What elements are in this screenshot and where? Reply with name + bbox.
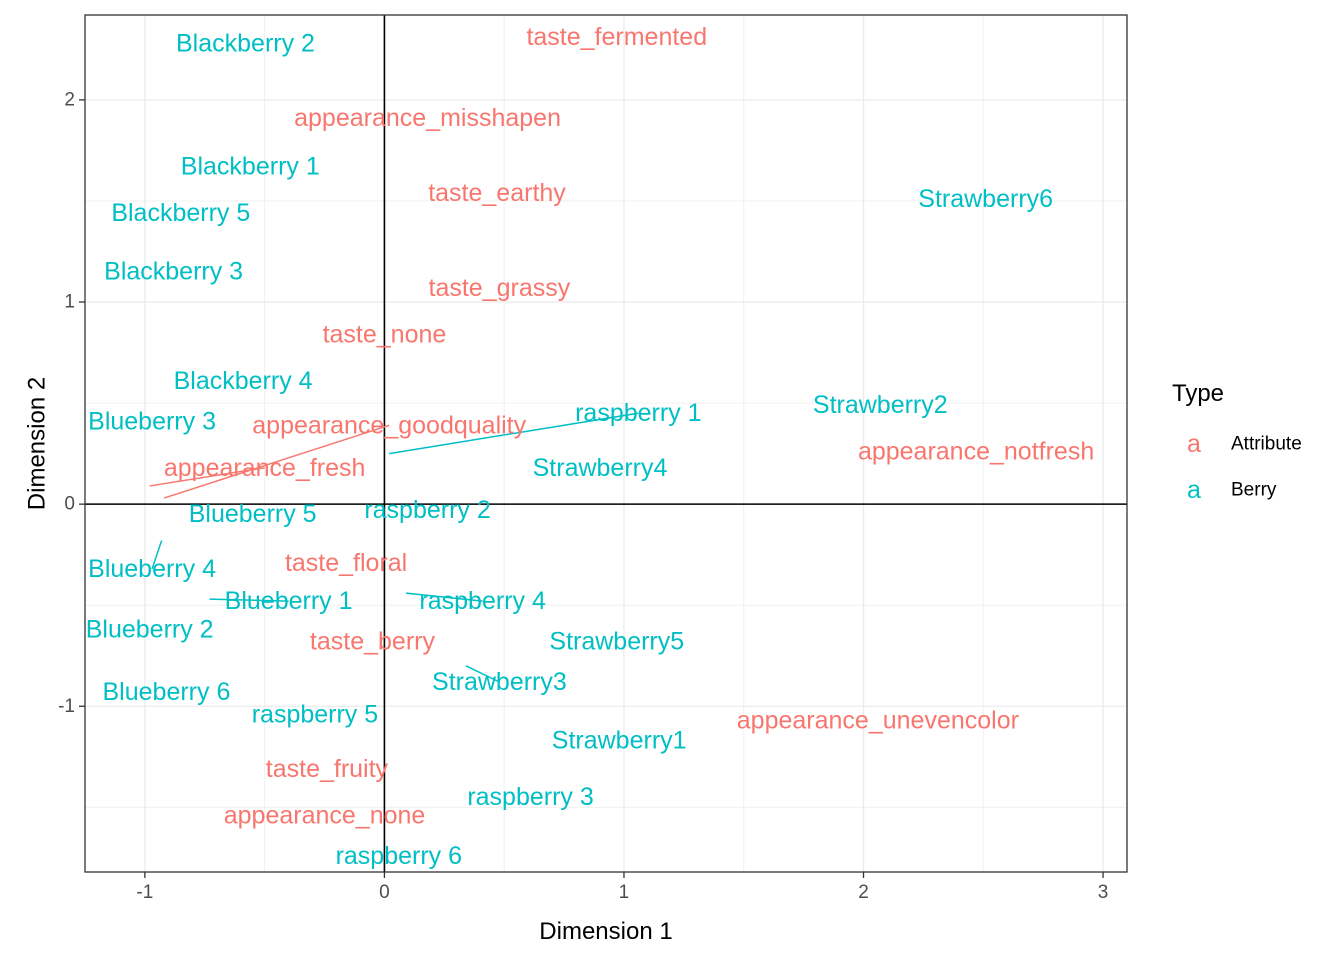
- point-label: Blackberry 3: [104, 258, 243, 286]
- panel-border: [84, 14, 1128, 873]
- point-label: raspberry 2: [364, 496, 490, 524]
- leader-segment: [465, 665, 500, 683]
- label-leader-segments: [149, 412, 639, 683]
- point-label: raspberry 3: [467, 783, 593, 811]
- x-axis-ticks: -1 0 1 2 3: [136, 872, 1108, 903]
- legend: Type a Attribute a Berry: [1172, 380, 1302, 504]
- y-tick-label: 0: [64, 494, 75, 515]
- point-label: Strawberry1: [552, 727, 687, 755]
- legend-key: a: [1187, 430, 1201, 458]
- point-label: Blueberry 5: [189, 500, 317, 528]
- x-tick-label: 2: [858, 882, 869, 903]
- point-label: Blackberry 5: [111, 199, 250, 227]
- point-label: taste_none: [323, 320, 447, 348]
- point-label: taste_berry: [310, 628, 436, 656]
- y-tick-label: -1: [58, 696, 75, 717]
- x-tick-label: 1: [619, 882, 630, 903]
- legend-label: Attribute: [1231, 434, 1302, 455]
- point-label: Strawberry6: [918, 185, 1053, 213]
- point-label: taste_earthy: [428, 179, 566, 207]
- x-tick-label: 0: [379, 882, 390, 903]
- point-label: appearance_notfresh: [858, 438, 1094, 466]
- x-tick-label: 3: [1098, 882, 1109, 903]
- reference-lines: [85, 15, 1127, 872]
- point-label: taste_floral: [285, 549, 407, 577]
- point-label: Blackberry 2: [176, 29, 315, 57]
- point-label: Blueberry 2: [86, 615, 214, 643]
- point-label: taste_fermented: [526, 23, 707, 51]
- legend-key: a: [1187, 476, 1201, 504]
- leader-segment: [163, 424, 390, 499]
- point-label: appearance_misshapen: [294, 104, 561, 132]
- leader-segment: [149, 467, 265, 487]
- legend-label: Berry: [1231, 480, 1277, 501]
- leader-segment: [389, 412, 639, 455]
- point-label: raspberry 4: [419, 587, 546, 615]
- point-label: Blackberry 1: [181, 153, 320, 181]
- point-label: raspberry 5: [252, 700, 378, 728]
- point-label: Blueberry 1: [225, 587, 353, 615]
- point-label: raspberry 1: [575, 399, 701, 427]
- point-label: Blueberry 3: [88, 407, 216, 435]
- y-axis-ticks: -1 0 1 2: [58, 89, 85, 717]
- point-label: appearance_fresh: [164, 454, 366, 482]
- point-label: Strawberry2: [813, 391, 948, 419]
- leader-segment: [151, 540, 163, 570]
- point-labels: Blackberry 2 taste_fermented appearance_mi…: [86, 23, 1094, 870]
- point-label: Blueberry 4: [88, 555, 216, 583]
- leader-segment: [405, 592, 483, 602]
- x-axis-title: Dimension 1: [539, 918, 672, 945]
- point-label: Strawberry3: [432, 668, 567, 696]
- legend-title: Type: [1172, 380, 1224, 407]
- leader-segment: [209, 598, 289, 602]
- legend-entries: a Attribute a Berry: [1187, 430, 1302, 504]
- point-label: appearance_unevencolor: [737, 706, 1019, 734]
- point-label: appearance_goodquality: [252, 411, 526, 439]
- y-tick-label: 2: [64, 89, 75, 110]
- y-axis-title: Dimension 2: [24, 377, 51, 510]
- point-label: taste_fruity: [266, 755, 389, 783]
- point-label: taste_grassy: [429, 274, 571, 302]
- point-label: Blueberry 6: [103, 678, 231, 706]
- point-label: Strawberry5: [549, 628, 684, 656]
- y-tick-label: 1: [64, 292, 75, 313]
- point-label: raspberry 6: [336, 842, 462, 870]
- x-tick-label: -1: [136, 882, 153, 903]
- point-label: appearance_none: [224, 801, 426, 829]
- point-label: Strawberry4: [533, 454, 668, 482]
- point-label: Blackberry 4: [174, 367, 313, 395]
